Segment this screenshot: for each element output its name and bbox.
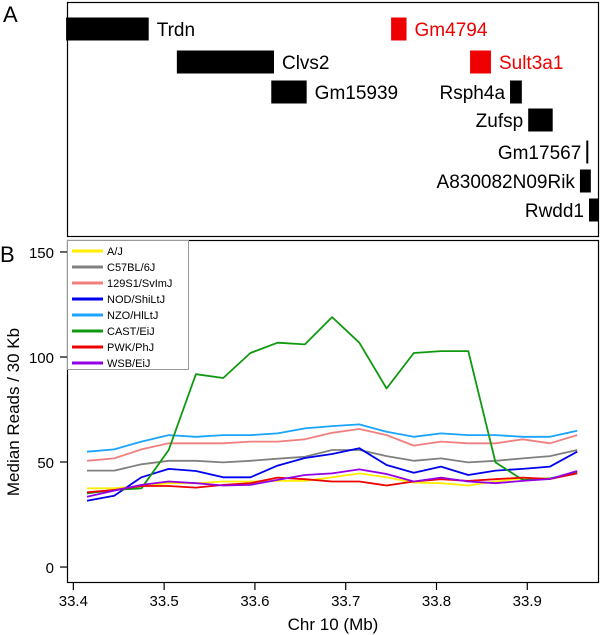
plot-frame <box>66 239 600 584</box>
gene-label: Sult3a1 <box>499 53 563 74</box>
x-tick-label: 33.8 <box>422 593 451 610</box>
gene-bar-rsph4a <box>510 80 522 104</box>
gene-bar-gm15939 <box>271 80 307 104</box>
series-line-pwk-phj <box>86 472 578 494</box>
gene-bar-zufsp <box>528 108 553 132</box>
gene-label: Gm15939 <box>315 83 398 104</box>
x-tick-label: 33.6 <box>240 593 269 610</box>
legend-label: WSB/EiJ <box>107 358 150 370</box>
series-line-a-j <box>87 472 578 490</box>
gene-bar-gm4794 <box>391 17 407 41</box>
gene-track-frame <box>66 1 600 238</box>
series-line-cast-eij <box>86 316 578 495</box>
legend-label: 129S1/SvImJ <box>107 278 172 290</box>
gene-bar-clvs2 <box>176 50 274 74</box>
gene-label: Gm17567 <box>498 143 581 164</box>
x-tick-label: 33.4 <box>59 593 88 610</box>
gene-label: Trdn <box>157 20 195 41</box>
gene-bar-trdn <box>66 17 149 41</box>
gene-label: Zufsp <box>476 111 524 132</box>
plot-lines <box>86 316 578 502</box>
x-tick-label: 33.7 <box>331 593 360 610</box>
legend-label: PWK/PhJ <box>107 342 154 354</box>
gene-label: Rsph4a <box>440 83 506 104</box>
y-tick-label: 50 <box>37 455 54 472</box>
x-axis-label: Chr 10 (Mb) <box>288 615 379 634</box>
panel-a-letter: A <box>3 2 18 27</box>
gene-track: Trdn Gm4794 Clvs2 Sult3a1 Gm15939 Rsph4a Zufsp… <box>66 17 599 222</box>
gene-label: Rwdd1 <box>525 201 584 222</box>
y-tick-label: 100 <box>29 350 54 367</box>
legend-label: CAST/EiJ <box>107 326 155 338</box>
gene-bar-a830082n09rik <box>579 169 591 193</box>
gene-bar-sult3a1 <box>470 50 491 74</box>
x-tick-label: 33.5 <box>150 593 179 610</box>
legend-label: NZO/HlLtJ <box>107 310 158 322</box>
legend-label: A/J <box>107 246 123 258</box>
gene-bar-rwdd1 <box>589 198 599 222</box>
x-tick-label: 33.9 <box>513 593 542 610</box>
y-tick-label: 0 <box>46 560 54 577</box>
gene-bar-gm17567 <box>586 140 589 164</box>
legend: A/J C57BL/6J 129S1/SvImJ NOD/ShiLtJ NZO/HlLt… <box>67 240 189 370</box>
legend-label: NOD/ShiLtJ <box>107 294 165 306</box>
series-line-nod-shiltj <box>86 447 578 502</box>
series-line-wsb-eij <box>86 468 578 498</box>
series-line-129s1-svimj <box>86 428 578 462</box>
panel-b-letter: B <box>0 242 15 267</box>
gene-label: Clvs2 <box>282 53 330 74</box>
legend-label: C57BL/6J <box>107 262 155 274</box>
y-axis-label: Median Reads / 30 Kb <box>4 328 23 496</box>
gene-label: A830082N09Rik <box>437 172 576 193</box>
y-tick-label: 150 <box>29 245 54 262</box>
gene-label: Gm4794 <box>415 20 488 41</box>
series-line-nzo-hlltj <box>86 423 578 453</box>
axes: 33.4 33.5 33.6 33.7 33.8 33.9 0 50 100 150 <box>29 245 542 610</box>
